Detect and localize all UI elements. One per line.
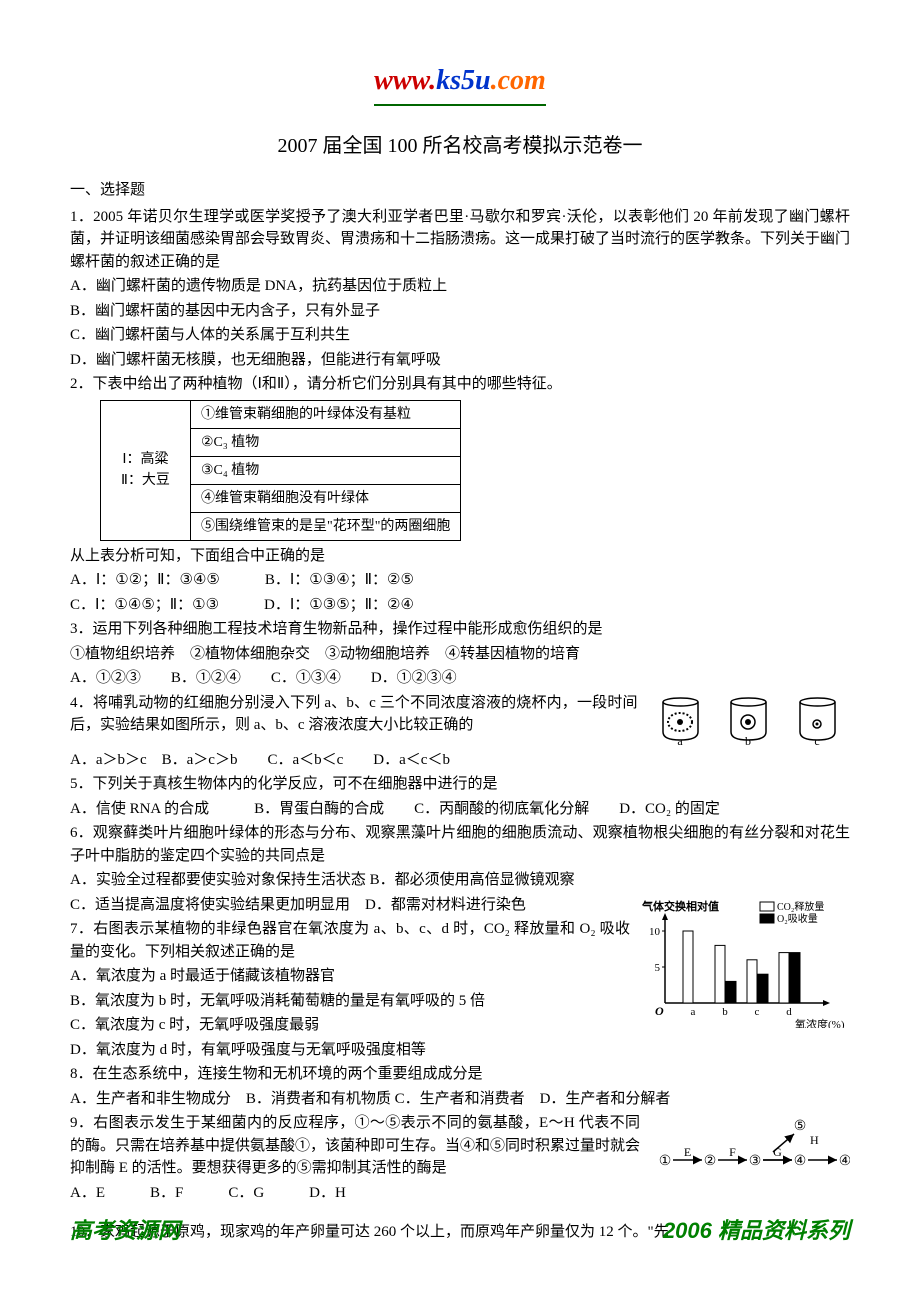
- q4-beakers: a b c: [648, 692, 851, 755]
- svg-text:氧浓度(%): 氧浓度(%): [795, 1017, 845, 1028]
- q2-table-left: Ⅰ：高粱 Ⅱ：大豆: [101, 400, 191, 540]
- beaker-a-icon: a: [653, 692, 708, 747]
- svg-text:E: E: [684, 1145, 691, 1159]
- q2-opts2: C．Ⅰ：①④⑤；Ⅱ：①③ D．Ⅰ：①③⑤；Ⅱ：②④: [70, 594, 850, 617]
- svg-text:②: ②: [704, 1154, 717, 1169]
- q3-opts: A．①②③ B．①②④ C．①③④ D．①②③④: [70, 667, 850, 690]
- footer-left: 高考资源网: [70, 1214, 180, 1247]
- svg-text:d: d: [786, 1006, 792, 1018]
- svg-text:①: ①: [659, 1154, 672, 1169]
- q2-row5: ⑤围绕维管束的是呈"花环型"的两圈细胞: [191, 512, 461, 540]
- logo-prefix: www.: [374, 65, 436, 96]
- q7-chart: 5 10 气体交换相对值 CO₂释放量O₂吸收量 a b c d O 氧浓度(%): [640, 898, 850, 1036]
- svg-text:a: a: [677, 734, 683, 747]
- q2-row1: ①维管束鞘细胞的叶绿体没有基粒: [191, 400, 461, 428]
- q8-opts: A．生产者和非生物成分 B．消费者和有机物质 C．生产者和消费者 D．生产者和分…: [70, 1088, 850, 1111]
- logo-suffix: .com: [491, 65, 546, 96]
- footer-right: 2006 精品资料系列: [663, 1214, 850, 1247]
- svg-text:10: 10: [649, 926, 661, 938]
- q9-opts: A．E B．F C．G D．H: [70, 1182, 850, 1205]
- svg-text:O₂吸收量: O₂吸收量: [777, 912, 818, 925]
- q1-opt-b: B．幽门螺杆菌的基因中无内含子，只有外显子: [70, 300, 850, 323]
- svg-text:5: 5: [655, 962, 661, 974]
- page-title: 2007 届全国 100 所名校高考模拟示范卷一: [70, 131, 850, 161]
- svg-text:c: c: [814, 734, 819, 747]
- q2-row3: ③C₄ 植物: [191, 456, 461, 484]
- svg-text:⑤: ⑤: [794, 1119, 807, 1134]
- svg-text:③: ③: [749, 1154, 762, 1169]
- svg-text:c: c: [755, 1006, 760, 1018]
- q1-opt-c: C．幽门螺杆菌与人体的关系属于互利共生: [70, 324, 850, 347]
- beaker-b-icon: b: [721, 692, 776, 747]
- q2-table: Ⅰ：高粱 Ⅱ：大豆 ①维管束鞘细胞的叶绿体没有基粒 ②C₃ 植物 ③C₄ 植物 …: [100, 400, 461, 541]
- svg-text:气体交换相对值: 气体交换相对值: [641, 899, 719, 913]
- svg-text:F: F: [729, 1145, 736, 1159]
- q5-opts: A．信使 RNA 的合成 B．胃蛋白酶的合成 C．丙酮酸的彻底氧化分解 D．CO…: [70, 798, 850, 821]
- svg-text:O: O: [655, 1004, 664, 1018]
- q6-opt-ab: A．实验全过程都要使实验对象保持生活状态 B．都必须使用高倍显微镜观察: [70, 869, 850, 892]
- q3-stem: 3．运用下列各种细胞工程技术培育生物新品种，操作过程中能形成愈伤组织的是: [70, 618, 850, 641]
- q7-opt-d: D．氧浓度为 d 时，有氧呼吸强度与无氧呼吸强度相等: [70, 1039, 850, 1062]
- svg-text:b: b: [722, 1006, 728, 1018]
- site-logo: www.ks5u.com: [70, 60, 850, 106]
- svg-text:b: b: [745, 734, 751, 747]
- q1-opt-d: D．幽门螺杆菌无核膜，也无细胞器，但能进行有氧呼吸: [70, 349, 850, 372]
- section-heading: 一、选择题: [70, 179, 850, 202]
- q2-row2: ②C₃ 植物: [191, 428, 461, 456]
- q8-stem: 8．在生态系统中，连接生物和无机环境的两个重要组成成分是: [70, 1063, 850, 1086]
- q1-opt-a: A．幽门螺杆菌的遗传物质是 DNA，抗药基因位于质粒上: [70, 275, 850, 298]
- page-footer: 高考资源网 2006 精品资料系列: [70, 1214, 850, 1247]
- q2-opts1: A．Ⅰ：①②；Ⅱ：③④⑤ B．Ⅰ：①③④；Ⅱ：②⑤: [70, 569, 850, 592]
- logo-main: ks5u: [436, 65, 490, 96]
- svg-text:H: H: [810, 1133, 819, 1147]
- svg-text:④: ④: [839, 1154, 850, 1169]
- q2-after: 从上表分析可知，下面组合中正确的是: [70, 545, 850, 568]
- q2-row4: ④维管束鞘细胞没有叶绿体: [191, 484, 461, 512]
- svg-text:a: a: [691, 1006, 696, 1018]
- q2-stem: 2．下表中给出了两种植物（Ⅰ和Ⅱ），请分析它们分别具有其中的哪些特征。: [70, 373, 850, 396]
- q9-diagram: ①②③④⑤EFGH④: [650, 1112, 850, 1185]
- svg-text:CO₂释放量: CO₂释放量: [777, 900, 824, 913]
- q6-stem: 6．观察藓类叶片细胞叶绿体的形态与分布、观察黑藻叶片细胞的细胞质流动、观察植物根…: [70, 822, 850, 867]
- q3-sub: ①植物组织培养 ②植物体细胞杂交 ③动物细胞培养 ④转基因植物的培育: [70, 643, 850, 666]
- svg-text:④: ④: [794, 1154, 807, 1169]
- q1-stem: 1．2005 年诺贝尔生理学或医学奖授予了澳大利亚学者巴里·马歇尔和罗宾·沃伦，…: [70, 206, 850, 274]
- q5-stem: 5．下列关于真核生物体内的化学反应，可不在细胞器中进行的是: [70, 773, 850, 796]
- beaker-c-icon: c: [790, 692, 845, 747]
